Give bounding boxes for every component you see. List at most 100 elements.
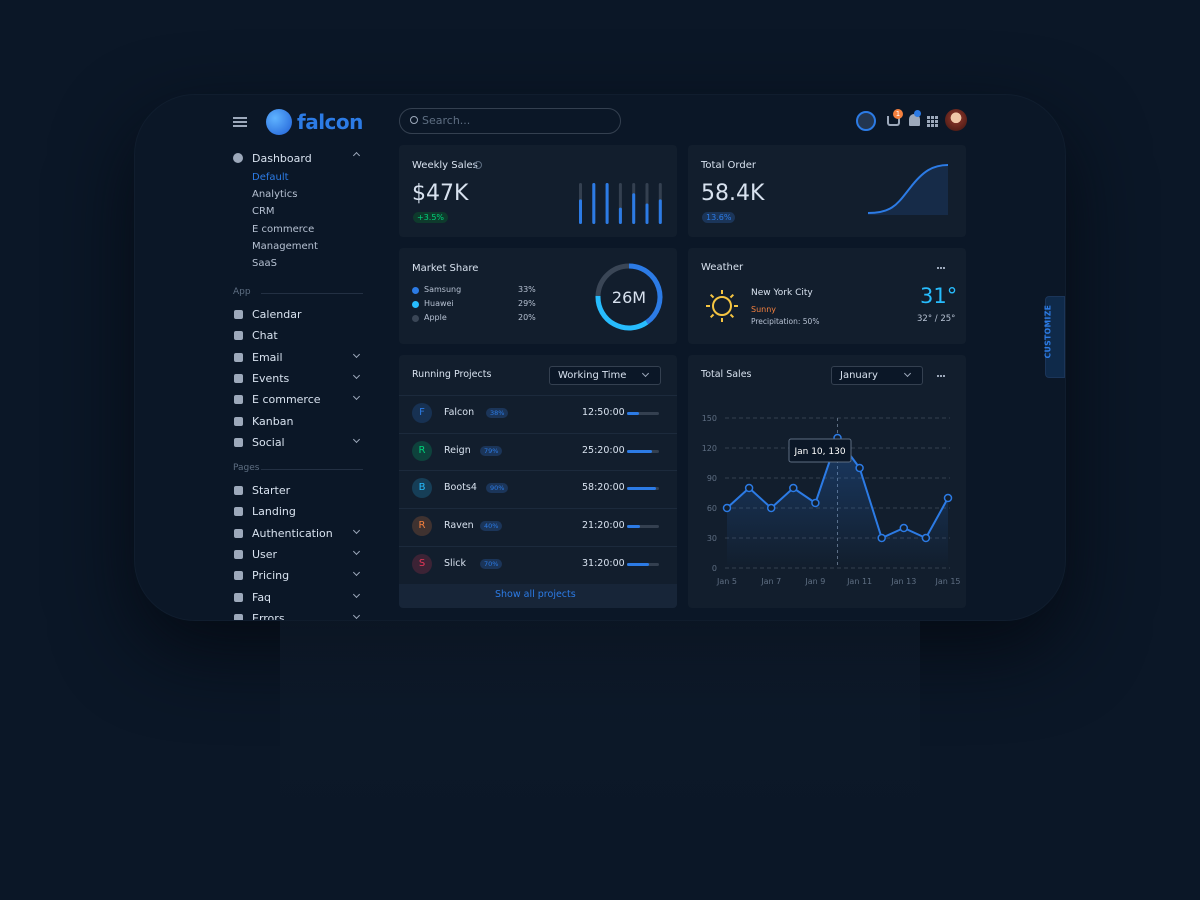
- donut-total: 26M: [612, 288, 646, 307]
- brand-name[interactable]: falcon: [297, 110, 363, 134]
- y-tick-label: 30: [707, 534, 717, 543]
- nav-subitem[interactable]: E commerce: [252, 223, 315, 235]
- settings-button[interactable]: [856, 111, 876, 131]
- card-title: Weekly Sales: [412, 160, 478, 171]
- progress-track: [627, 412, 659, 415]
- project-avatar: R: [412, 440, 432, 461]
- nav-icon: [234, 395, 243, 405]
- point: [744, 483, 754, 493]
- legend-value: 20%: [518, 313, 536, 322]
- cart-icon[interactable]: [887, 116, 900, 126]
- nav-item[interactable]: Calendar: [252, 308, 302, 321]
- nav-icon: [234, 331, 243, 341]
- nav-item[interactable]: E commerce: [252, 393, 321, 407]
- chevron: [352, 393, 361, 401]
- row-divider: [399, 395, 677, 396]
- nav-item[interactable]: Email: [252, 350, 283, 364]
- y-tick-label: 150: [702, 414, 717, 423]
- notification-icon[interactable]: [909, 114, 920, 126]
- nav-item[interactable]: Social: [252, 435, 285, 449]
- weekly-bars: [579, 183, 662, 224]
- chevron: [352, 547, 361, 556]
- point: [921, 533, 931, 543]
- filter-select[interactable]: Working Time: [549, 366, 661, 385]
- nav-subitem[interactable]: Management: [252, 240, 318, 252]
- point: [855, 463, 864, 473]
- reflection: [280, 620, 920, 820]
- menu-icon-line[interactable]: [233, 121, 247, 123]
- nav-item[interactable]: Faq: [252, 590, 272, 604]
- apps-dot: [927, 116, 930, 119]
- nav-icon: [234, 528, 243, 538]
- search-icon: [410, 116, 418, 124]
- total-sales-chart: 0 30 60 90 120 150 Jan 5 Jan 7 Jan 9 Jan 11 Jan 13…: [702, 414, 961, 586]
- project-time: 31:20:00: [582, 557, 625, 569]
- project-name[interactable]: Boots4: [444, 482, 477, 494]
- search-box[interactable]: Search...: [399, 108, 621, 134]
- nav-item[interactable]: Starter: [252, 484, 291, 498]
- nav-item[interactable]: Errors: [252, 611, 285, 620]
- project-name[interactable]: Raven: [444, 520, 474, 532]
- nav-subitem[interactable]: Analytics: [252, 189, 298, 201]
- show-all-link[interactable]: Show all projects: [495, 589, 576, 600]
- legend-label: Huawei: [424, 299, 454, 308]
- nav-item[interactable]: Kanban: [252, 414, 294, 428]
- nav-icon: [234, 352, 243, 362]
- project-name[interactable]: Falcon: [444, 407, 475, 418]
- donut-segment: [628, 263, 663, 325]
- point: [877, 533, 886, 543]
- nav-icon: [234, 507, 243, 517]
- area: [868, 165, 948, 215]
- menu-icon-line[interactable]: [233, 117, 247, 119]
- nav-subitem[interactable]: Default: [252, 172, 289, 183]
- nav-subitem[interactable]: SaaS: [252, 258, 277, 269]
- donut-segment: [595, 263, 630, 297]
- project-name[interactable]: Reign: [444, 444, 471, 456]
- nav-item[interactable]: User: [252, 548, 278, 561]
- menu-icon-line[interactable]: [233, 125, 247, 127]
- avatar[interactable]: [945, 109, 967, 131]
- nav-item[interactable]: Events: [252, 371, 290, 385]
- apps-dot: [927, 120, 930, 123]
- project-time: 25:20:00: [582, 444, 625, 456]
- dashboard-icon: [233, 153, 243, 163]
- chevron: [352, 350, 361, 358]
- nav-item[interactable]: Chat: [252, 329, 278, 343]
- project-name[interactable]: Slick: [444, 557, 467, 569]
- market-share-card: Market Share Samsung 33% Huawei 29% Apple 20% 2…: [399, 248, 677, 344]
- card-title: Running Projects: [412, 369, 492, 380]
- filter-select[interactable]: January: [831, 366, 923, 385]
- chevron: [352, 435, 361, 443]
- progress-badge: 90%: [486, 483, 509, 494]
- progress-bar: [627, 487, 656, 491]
- help-icon: [474, 161, 482, 169]
- nav-item[interactable]: Landing: [252, 505, 296, 519]
- sun-ray: [729, 293, 735, 299]
- total-sales-card: Total Sales January 0 30 60 90 120 150 Jan 5 Jan …: [688, 355, 966, 608]
- point: [789, 483, 798, 493]
- progress-bar: [627, 562, 650, 566]
- nav-icon: [234, 613, 243, 620]
- nav-subitem[interactable]: CRM: [252, 206, 275, 218]
- y-tick-label: 90: [707, 474, 717, 483]
- project-avatar: F: [412, 403, 432, 423]
- nav-item[interactable]: Authentication: [252, 526, 333, 540]
- chevron: [352, 151, 361, 160]
- condition: Sunny: [751, 305, 777, 314]
- progress-bar: [627, 412, 640, 415]
- legend-label: Apple: [424, 313, 447, 322]
- bar: [592, 183, 596, 224]
- donut-segment: [595, 295, 649, 331]
- nav-section-title: App: [233, 287, 251, 297]
- bar: [605, 183, 609, 224]
- progress-badge: 70%: [480, 558, 503, 569]
- sun-ray: [729, 313, 735, 319]
- nav-item[interactable]: Dashboard: [252, 152, 312, 165]
- legend-dot: [412, 287, 419, 294]
- point: [811, 498, 820, 508]
- customize-tab[interactable]: CUSTOMIZE: [1043, 296, 1065, 378]
- logo-icon[interactable]: [266, 109, 292, 135]
- tooltip-text: Jan 10, 130: [793, 447, 845, 457]
- nav-item[interactable]: Pricing: [252, 569, 290, 583]
- nav-icon: [234, 486, 243, 496]
